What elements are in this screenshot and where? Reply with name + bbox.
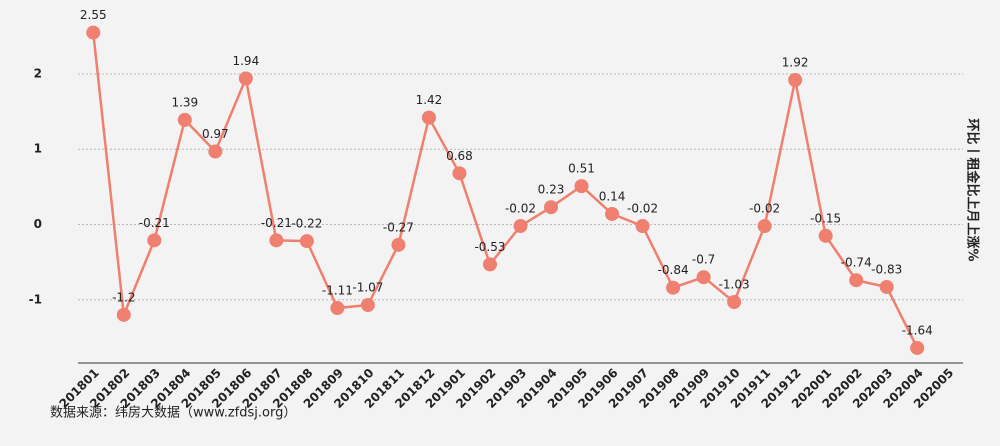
data-label: -0.21 [139,216,170,230]
data-label: 0.14 [599,189,626,203]
point [727,295,742,310]
data-label: -0.7 [692,253,715,267]
point [818,228,833,243]
point [391,237,406,252]
data-label: 1.94 [232,54,259,68]
data-label: 1.39 [171,95,198,109]
point [849,273,864,288]
point [574,179,589,194]
y-tick-label: 0 [34,217,42,231]
point [544,200,559,215]
data-label: -0.02 [749,202,780,216]
point [208,144,223,159]
y-axis-title: 环比丨租金比上月上涨% [965,118,981,261]
data-label: -1.03 [719,278,750,292]
data-label: -0.21 [261,216,292,230]
data-label: 0.51 [568,162,595,176]
point [299,234,314,249]
data-label: 0.68 [446,149,473,163]
data-label: -1.11 [322,284,353,298]
point [696,270,711,285]
data-label: -0.22 [291,217,322,231]
data-label: -1.2 [112,290,135,304]
line [92,32,919,349]
data-label: -1.07 [352,281,383,295]
data-label: -0.53 [474,240,505,254]
data-label: -0.27 [383,220,414,234]
data-label: 1.92 [782,55,809,69]
point [177,112,192,127]
point [879,279,894,294]
data-label: -0.02 [505,202,536,216]
point [482,257,497,272]
y-tick-label: 1 [34,142,42,156]
data-label: 0.97 [202,127,229,141]
point [360,298,375,313]
data-label: 0.23 [538,183,565,197]
y-tick-label: -1 [29,292,42,306]
point [788,72,803,87]
data-label: 2.55 [80,8,107,22]
data-label: -0.74 [841,256,872,270]
point [635,219,650,234]
point [513,219,528,234]
point [452,166,467,181]
point [910,340,925,355]
point [666,280,681,295]
point [147,233,162,248]
data-label: 1.42 [416,93,443,107]
data-label: -0.84 [658,263,689,277]
data-label: -1.64 [902,323,933,337]
data-label: -0.15 [810,211,841,225]
data-label: -0.02 [627,202,658,216]
point [269,233,284,248]
point [116,307,131,322]
source-note: 数据来源：纬房大数据（www.zfdsj.org） [50,405,296,421]
point [421,110,436,125]
point [757,219,772,234]
y-tick-label: 2 [34,66,42,80]
point [238,71,253,86]
point [330,301,345,316]
point [605,206,620,221]
point [86,25,101,40]
data-label: -0.83 [871,262,902,276]
